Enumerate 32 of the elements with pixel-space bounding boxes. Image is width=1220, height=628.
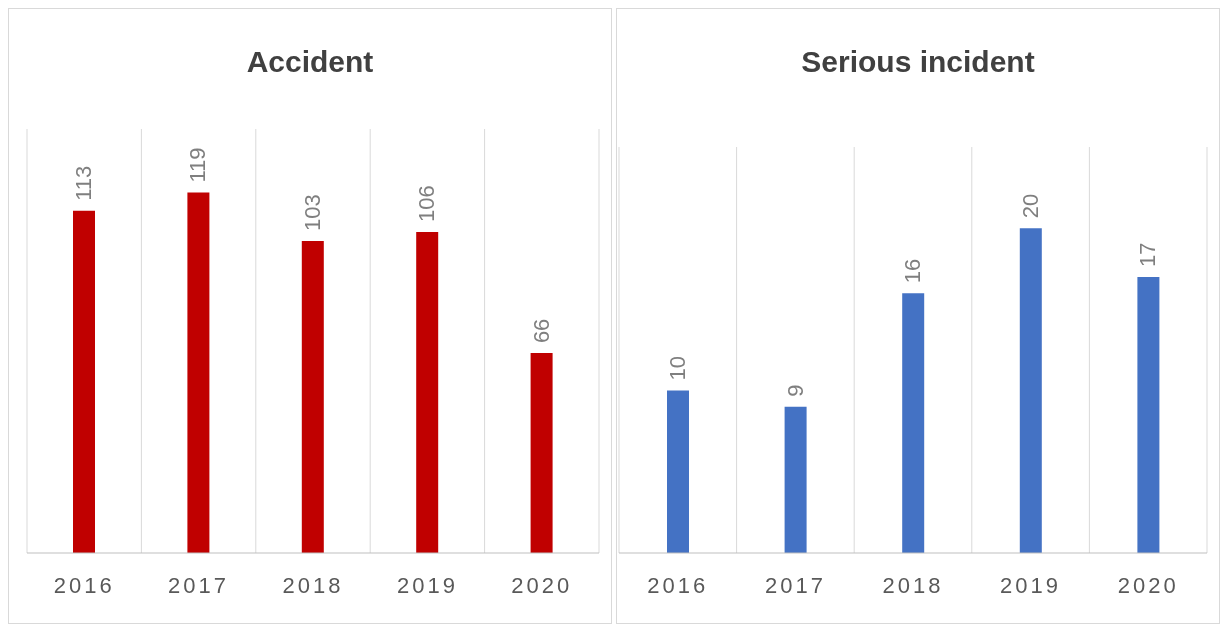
data-label: 106 xyxy=(414,185,440,222)
x-tick-label: 2020 xyxy=(511,572,573,598)
x-tick-label: 2019 xyxy=(1000,572,1062,598)
bar xyxy=(667,390,689,553)
chart-title: Serious incident xyxy=(800,45,1036,79)
bar xyxy=(1019,228,1042,553)
bar xyxy=(187,192,210,553)
x-tick-label: 2018 xyxy=(282,572,344,598)
x-tick-label: 2020 xyxy=(1117,572,1179,598)
bar xyxy=(73,210,95,553)
bar xyxy=(902,293,925,553)
x-tick-label: 2017 xyxy=(168,572,230,598)
data-label: 119 xyxy=(185,147,211,183)
data-label: 20 xyxy=(1017,193,1043,219)
data-label: 10 xyxy=(665,356,690,381)
x-tick-label: 2016 xyxy=(647,572,709,598)
data-label: 16 xyxy=(900,258,926,284)
x-tick-label: 2017 xyxy=(764,572,826,598)
data-label: 17 xyxy=(1135,242,1161,267)
chart-title: Accident xyxy=(245,45,375,79)
data-label: 103 xyxy=(299,194,325,232)
bar xyxy=(530,353,553,553)
x-tick-label: 2018 xyxy=(882,572,944,598)
x-tick-label: 2016 xyxy=(53,572,115,598)
data-label: 113 xyxy=(71,165,96,201)
data-label: 9 xyxy=(782,384,808,397)
bar xyxy=(1137,276,1160,553)
bar xyxy=(784,406,807,553)
bar xyxy=(416,231,439,553)
bar xyxy=(301,241,324,553)
x-tick-label: 2019 xyxy=(396,572,458,598)
data-label: 66 xyxy=(528,318,554,344)
